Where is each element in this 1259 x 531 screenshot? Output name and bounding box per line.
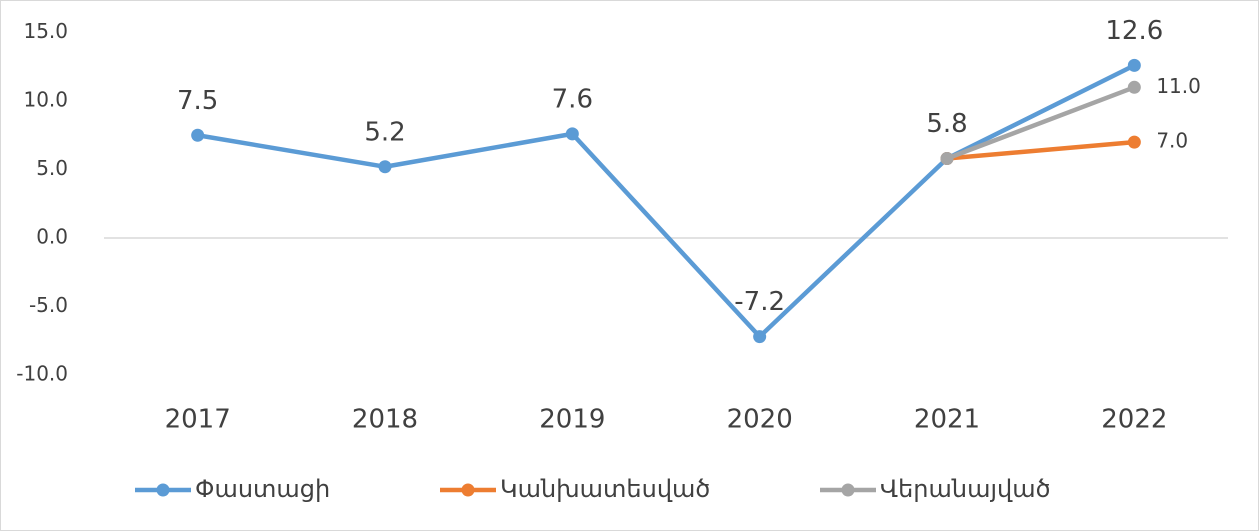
y-tick-label: -5.0: [29, 293, 68, 317]
y-tick-label: -10.0: [16, 362, 68, 386]
series-line: [946, 85, 1136, 161]
legend-marker: [461, 483, 475, 497]
legend-label: Փաստացի: [195, 475, 330, 503]
data-label: 12.6: [1105, 16, 1163, 46]
data-point: [940, 152, 954, 166]
data-label: 11.0: [1156, 74, 1201, 98]
x-tick-label: 2019: [539, 405, 605, 435]
x-tick-label: 2020: [727, 405, 793, 435]
data-point: [378, 160, 392, 174]
x-tick-label: 2017: [165, 405, 231, 435]
y-tick-label: 0.0: [36, 225, 68, 249]
data-point: [565, 127, 579, 141]
legend-label: Վերանայված: [880, 475, 1051, 503]
legend-marker: [156, 483, 170, 497]
data-label: 7.0: [1156, 129, 1188, 153]
data-point: [1127, 135, 1141, 149]
data-point: [191, 128, 205, 142]
data-label: 5.2: [364, 117, 405, 147]
x-tick-label: 2022: [1101, 405, 1167, 435]
data-label: 7.5: [177, 86, 218, 116]
data-label: 5.8: [926, 109, 967, 139]
x-tick-label: 2021: [914, 405, 980, 435]
series-line: [946, 139, 1135, 161]
data-label: -7.2: [734, 287, 785, 317]
x-tick-label: 2018: [352, 405, 418, 435]
data-point: [1127, 80, 1141, 94]
legend-label: Կանխատեսված: [500, 475, 710, 503]
data-label: 7.6: [552, 84, 593, 114]
data-point: [1127, 58, 1141, 72]
data-point: [753, 330, 767, 344]
series-line: [197, 63, 1136, 339]
y-tick-label: 10.0: [23, 88, 68, 112]
y-tick-label: 5.0: [36, 156, 68, 180]
legend-marker: [841, 483, 855, 497]
y-tick-label: 15.0: [23, 19, 68, 43]
